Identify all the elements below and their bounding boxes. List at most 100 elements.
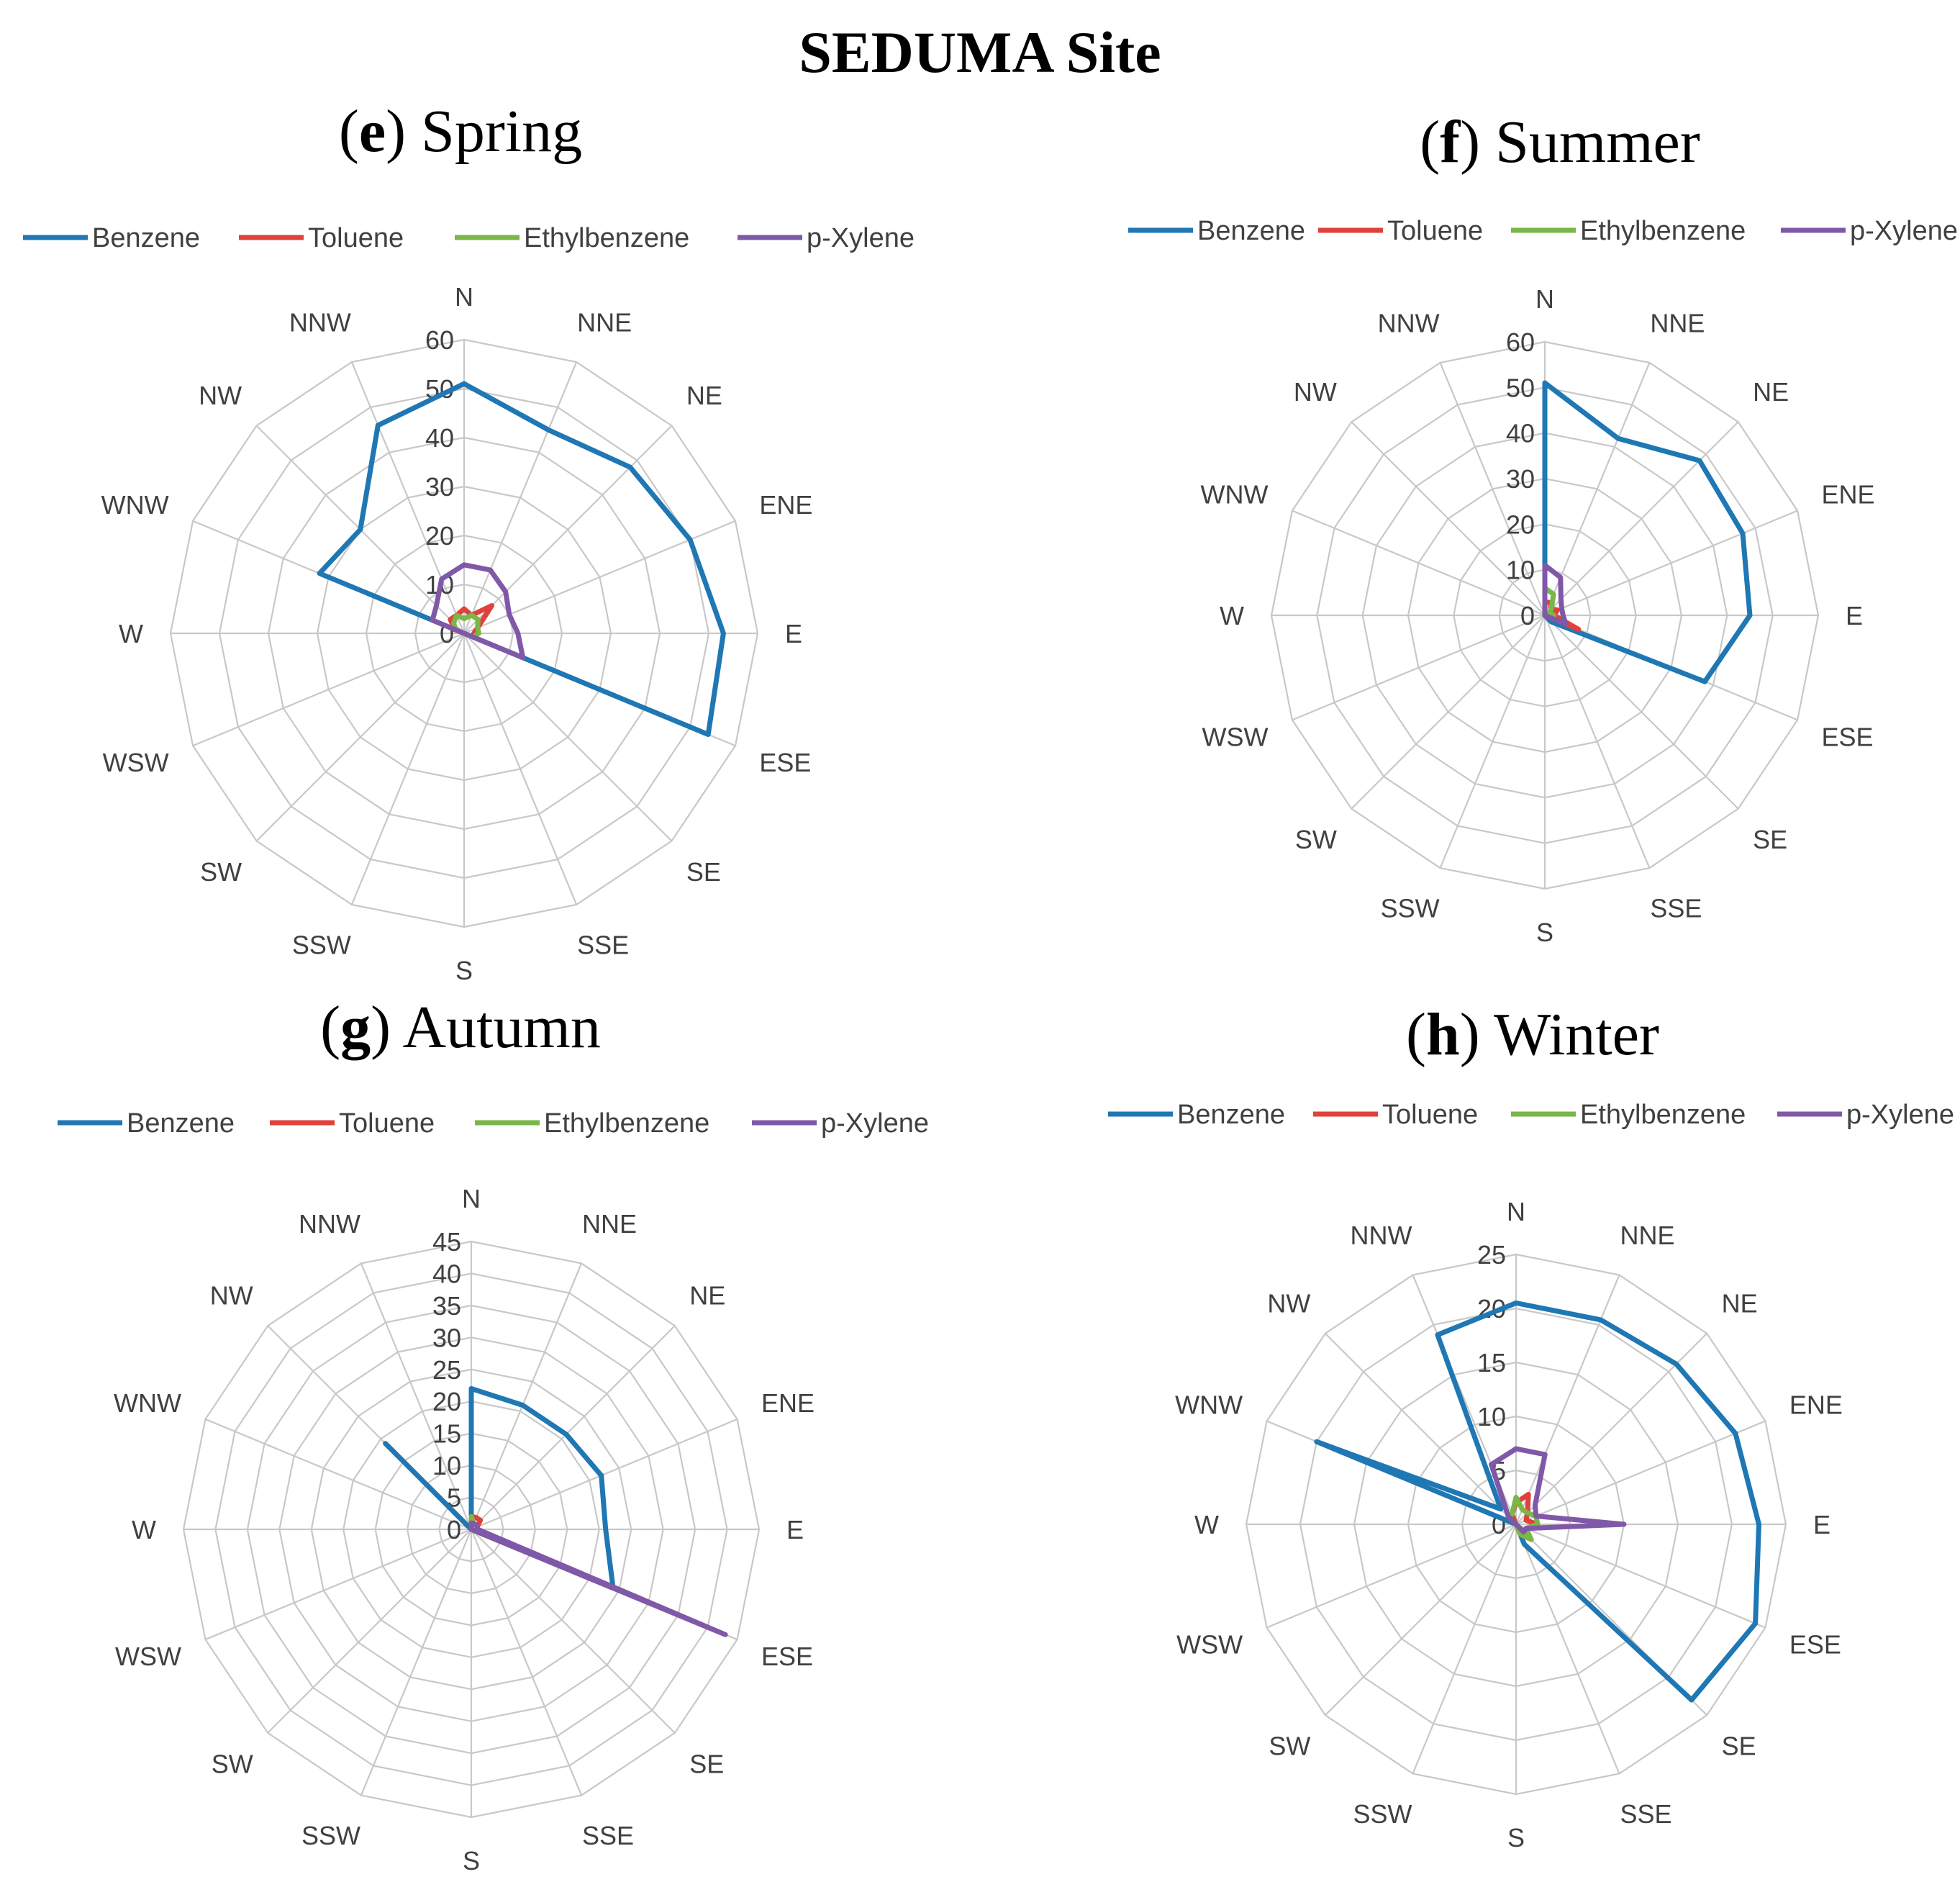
direction-label: W	[1220, 601, 1244, 630]
tick-label: 60	[425, 325, 454, 355]
tick-label: 0	[447, 1515, 461, 1544]
tick-label: 30	[432, 1323, 461, 1352]
grid-spoke	[360, 1263, 473, 1530]
grid-spoke	[1351, 421, 1546, 616]
direction-label: NE	[686, 381, 722, 410]
direction-label: SSW	[301, 1821, 360, 1850]
direction-label: SSE	[577, 930, 629, 959]
legend-label: Ethylbenzene	[524, 223, 689, 253]
grid-spoke	[471, 1529, 676, 1734]
legend-label: Ethylbenzene	[1580, 1100, 1746, 1130]
radar-chart-spring: (e) Spring Benzene Toluene Ethylbenzene p-Xy…	[23, 98, 915, 985]
grid-spoke	[205, 1418, 472, 1531]
direction-label: NNW	[299, 1209, 360, 1239]
grid-spoke	[1515, 1523, 1766, 1629]
direction-label: NE	[689, 1281, 725, 1311]
direction-label: NE	[1722, 1288, 1758, 1318]
grid-spoke	[267, 1529, 472, 1734]
direction-label: NW	[210, 1281, 253, 1311]
series-line-benzene	[1542, 380, 1753, 684]
direction-label: SSW	[292, 930, 351, 959]
direction-label: S	[455, 956, 473, 985]
tick-label: 40	[425, 423, 454, 453]
grid-spoke	[463, 633, 673, 842]
panel-paren-open: (	[1406, 1001, 1426, 1068]
series-line-benzene	[317, 381, 726, 737]
direction-label: S	[1536, 918, 1553, 947]
grid-spoke	[205, 1528, 472, 1641]
legend-label: Benzene	[127, 1108, 235, 1139]
tick-label: 40	[1506, 419, 1535, 448]
direction-label: E	[1846, 601, 1863, 630]
tick-label: 15	[432, 1419, 461, 1449]
direction-label: NW	[1294, 377, 1337, 407]
direction-label: SE	[1722, 1732, 1756, 1761]
grid-spoke	[463, 425, 673, 634]
grid-spoke	[471, 1418, 738, 1531]
grid-spoke	[1515, 1420, 1766, 1526]
direction-label: SSE	[1620, 1799, 1671, 1829]
tick-label: 20	[1506, 510, 1535, 539]
legend-label: p-Xylene	[807, 223, 915, 253]
direction-label: NNE	[1620, 1221, 1674, 1250]
series-line-p-xylene	[1489, 1446, 1627, 1535]
direction-label: WSW	[103, 748, 169, 777]
direction-label: NNW	[289, 308, 351, 338]
direction-label: W	[132, 1515, 156, 1544]
direction-label: WNW	[114, 1388, 181, 1418]
panel-title: (h) Winter	[1406, 1001, 1659, 1068]
panel-title: (e) Spring	[339, 98, 582, 165]
direction-label: E	[785, 619, 802, 648]
panel-letter: g	[340, 994, 371, 1061]
series-line-benzene	[383, 1385, 616, 1591]
radar-chart-summer: (f) Summer Benzene Toluene Ethylbenzene p-Xy…	[1128, 109, 1958, 947]
direction-label: NNE	[582, 1209, 637, 1239]
direction-label: SE	[1753, 825, 1787, 854]
panel-title-text: ) Summer	[1460, 109, 1700, 176]
grid-spoke	[1515, 1275, 1620, 1525]
tick-label: 20	[425, 521, 454, 551]
direction-label: ESE	[1822, 722, 1874, 751]
direction-label: NNW	[1351, 1221, 1412, 1250]
panel-paren-open: (	[1420, 109, 1440, 176]
legend-label: Ethylbenzene	[1580, 216, 1746, 246]
charts-container: (e) Spring Benzene Toluene Ethylbenzene p-Xy…	[23, 98, 1958, 1876]
panel-paren-open: (	[320, 994, 340, 1061]
grid-spoke	[1325, 1333, 1517, 1525]
grid-spoke	[463, 361, 578, 634]
tick-label: 25	[432, 1355, 461, 1385]
series-line-p-xylene	[430, 562, 526, 661]
direction-label: N	[455, 282, 473, 312]
direction-label: NE	[1753, 377, 1789, 407]
direction-label: SW	[200, 857, 242, 887]
direction-label: SSE	[1650, 894, 1702, 923]
direction-label: ESE	[759, 748, 811, 777]
grid-spoke	[1543, 615, 1651, 869]
direction-label: NNE	[1650, 308, 1705, 338]
panel-title-text: ) Spring	[386, 98, 582, 165]
direction-label: SE	[689, 1749, 724, 1778]
direction-label: SW	[1295, 825, 1337, 854]
legend-label: p-Xylene	[1846, 1100, 1954, 1130]
tick-label: 10	[1506, 556, 1535, 585]
grid-spoke	[1292, 510, 1546, 617]
tick-label: 10	[1477, 1402, 1506, 1431]
grid-spoke	[192, 632, 465, 747]
direction-label: WNW	[101, 490, 169, 520]
legend-label: Ethylbenzene	[544, 1108, 709, 1139]
grid-spoke	[463, 520, 736, 635]
tick-label: 20	[432, 1387, 461, 1416]
direction-label: WSW	[1202, 722, 1269, 751]
direction-label: WSW	[115, 1642, 181, 1671]
grid-spoke	[1439, 615, 1546, 869]
legend-label: Toluene	[1387, 216, 1483, 246]
direction-label: N	[1507, 1197, 1525, 1226]
tick-label: 40	[432, 1259, 461, 1288]
grid-spoke	[1544, 421, 1739, 616]
tick-label: 25	[1477, 1240, 1506, 1270]
tick-label: 30	[1506, 464, 1535, 494]
tick-label: 60	[1506, 327, 1535, 357]
panel-paren-open: (	[339, 98, 359, 165]
direction-label: WNW	[1201, 480, 1269, 510]
